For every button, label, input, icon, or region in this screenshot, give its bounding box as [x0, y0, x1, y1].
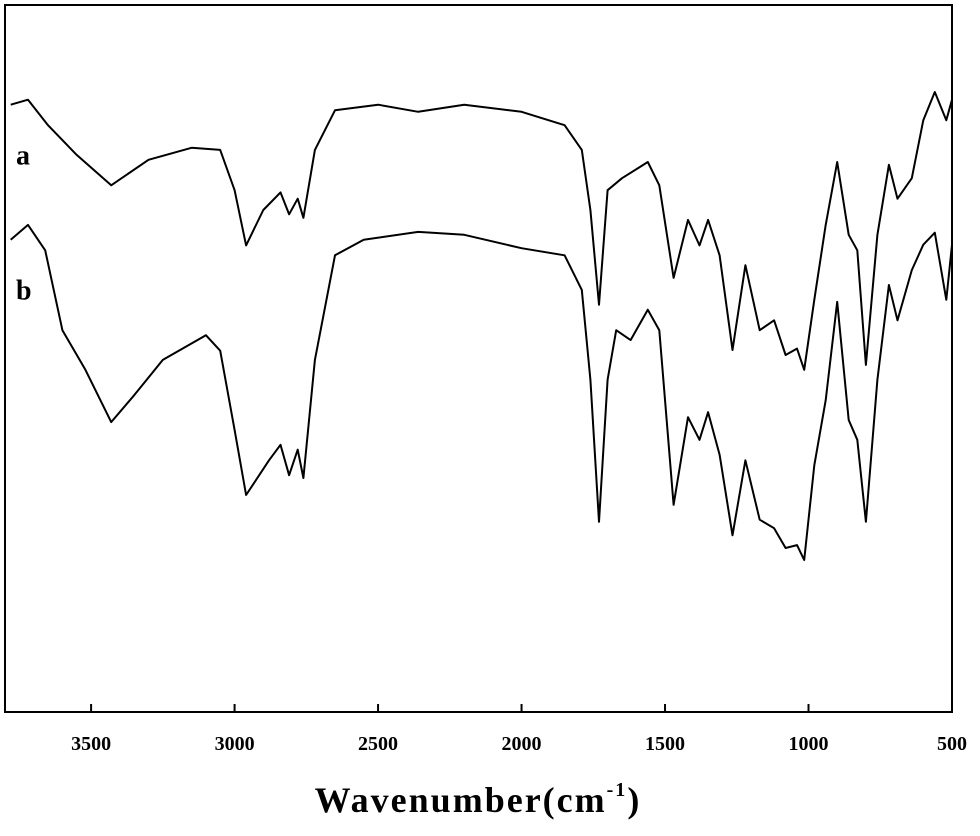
- x-tick-label: 2500: [358, 733, 398, 755]
- x-tick-label: 3000: [215, 733, 255, 755]
- series-label: b: [16, 276, 32, 307]
- x-tick-label: 500: [937, 733, 967, 755]
- plot-frame: [4, 4, 953, 713]
- x-tick-label: 1500: [645, 733, 685, 755]
- x-label-sup: -1: [607, 779, 628, 801]
- x-label-end: ): [627, 780, 641, 820]
- spectrum-line: [10, 91, 953, 371]
- x-axis-label: Wavenumber(cm-1): [315, 779, 642, 820]
- series-label: a: [16, 141, 30, 172]
- x-tick-label: 2000: [502, 733, 542, 755]
- x-label-main: Wavenumber(cm: [315, 780, 607, 820]
- spectrum-line: [10, 223, 953, 561]
- x-tick-label: 3500: [71, 733, 111, 755]
- x-tick-label: 1000: [789, 733, 829, 755]
